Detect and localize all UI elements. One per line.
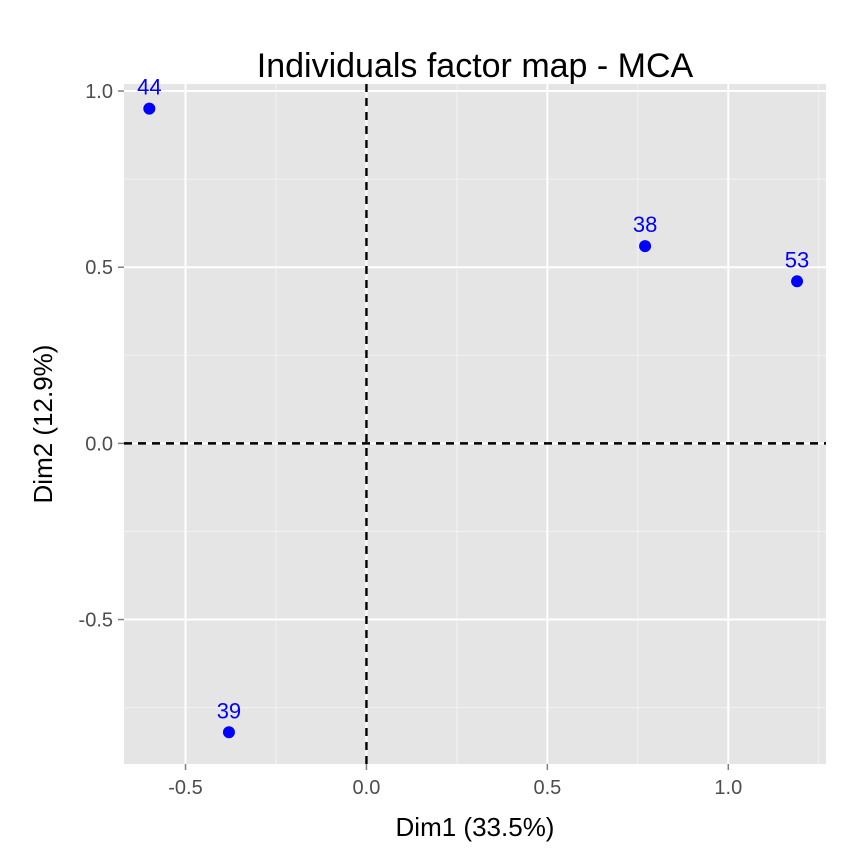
data-point bbox=[791, 275, 804, 288]
plot-panel bbox=[124, 84, 826, 764]
x-axis-title: Dim1 (33.5%) bbox=[396, 812, 555, 842]
y-tick-label: -0.5 bbox=[79, 610, 113, 632]
point-label: 39 bbox=[217, 698, 241, 723]
y-tick-label: 0.5 bbox=[85, 257, 113, 279]
x-tick-label: 0.0 bbox=[353, 777, 381, 799]
y-tick-label: 1.0 bbox=[85, 81, 113, 103]
y-axis-title: Dim2 (12.9%) bbox=[28, 345, 58, 504]
point-label: 53 bbox=[785, 247, 809, 272]
data-point bbox=[222, 726, 235, 739]
x-axis-ticks: -0.5 0.0 0.5 1.0 bbox=[168, 764, 742, 799]
x-tick-label: -0.5 bbox=[168, 777, 202, 799]
data-points: 44 38 53 39 bbox=[137, 75, 809, 739]
grid-minor bbox=[124, 84, 826, 764]
x-tick-label: 0.5 bbox=[533, 777, 561, 799]
y-tick-label: 0.0 bbox=[85, 433, 113, 455]
chart-title: Individuals factor map - MCA bbox=[257, 47, 694, 85]
point-label: 38 bbox=[633, 212, 657, 237]
data-point bbox=[143, 102, 156, 115]
data-point bbox=[639, 240, 652, 253]
point-label: 44 bbox=[137, 75, 161, 100]
x-tick-label: 1.0 bbox=[714, 777, 742, 799]
reference-lines bbox=[124, 84, 826, 764]
y-axis-ticks: -0.5 0.0 0.5 1.0 bbox=[79, 81, 124, 632]
